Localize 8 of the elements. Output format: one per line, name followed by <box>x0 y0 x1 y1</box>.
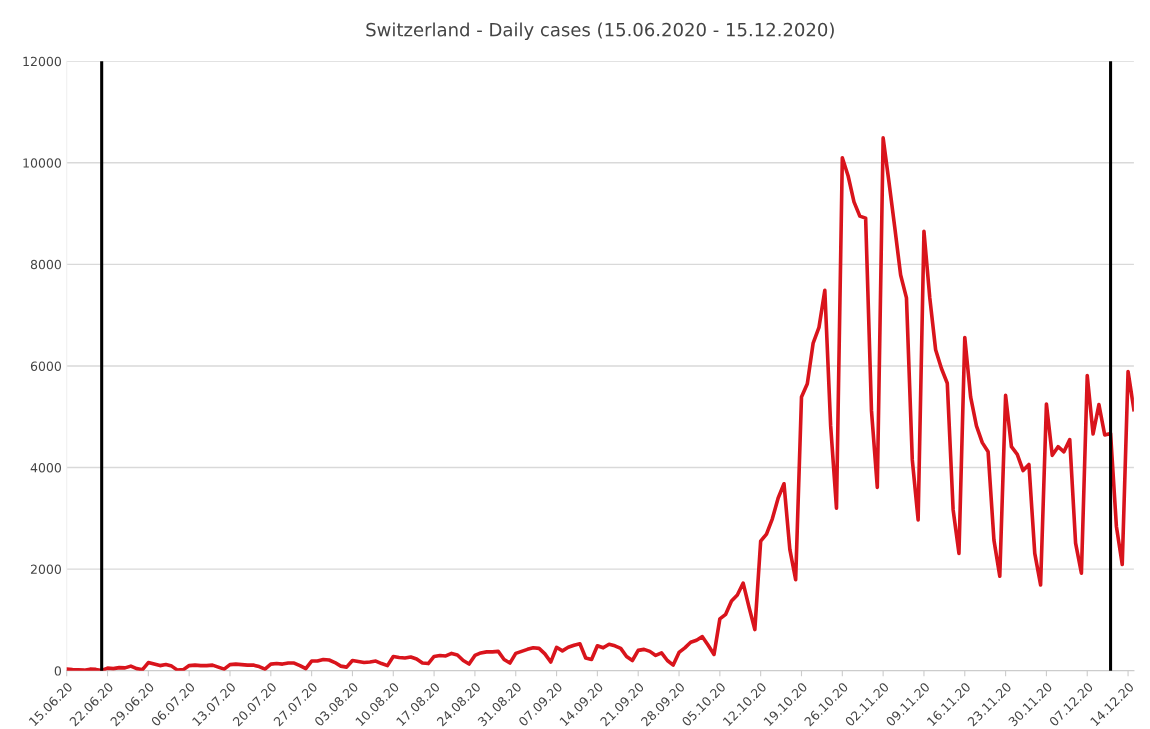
y-tick-label: 6000 <box>30 361 62 371</box>
y-tick-label: 2000 <box>30 564 62 575</box>
y-tick-label: 4000 <box>30 463 62 473</box>
chart-title: Switzerland - Daily cases (15.06.2020 - 15.12.2020) <box>366 22 834 40</box>
y-tick-label: 8000 <box>30 259 62 270</box>
y-tick-label: 0 <box>54 666 62 676</box>
y-tick-label: 10000 <box>23 158 62 168</box>
y-tick-label: 12000 <box>23 56 62 67</box>
